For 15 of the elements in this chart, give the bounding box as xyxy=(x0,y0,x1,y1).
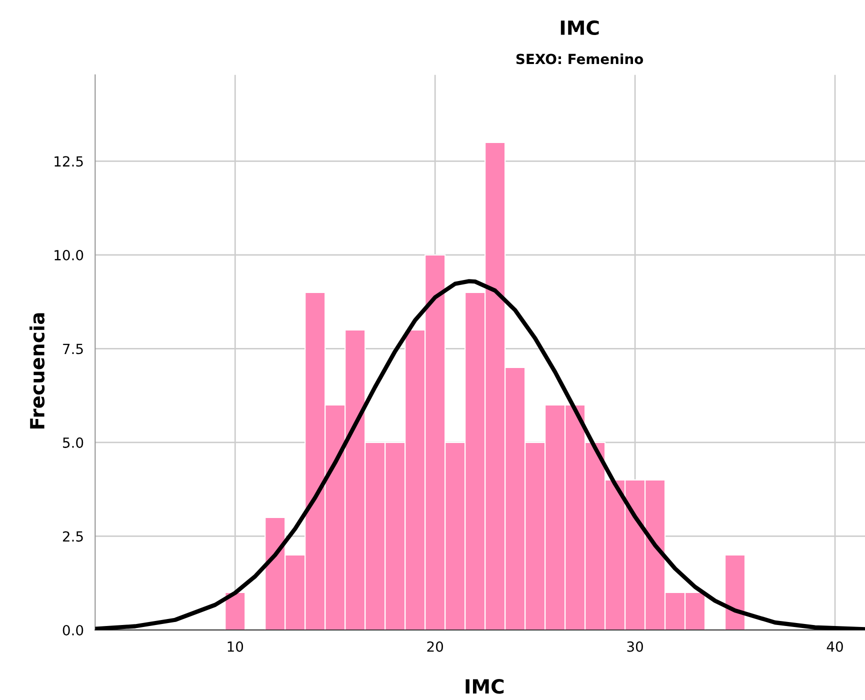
x-axis-title: IMC xyxy=(466,679,504,694)
y-axis-title: Frecuencia xyxy=(30,313,45,428)
y-tick-label: 0.0 xyxy=(62,624,84,636)
x-tick-label: 10 xyxy=(228,641,244,652)
y-tick-label: 2.5 xyxy=(62,531,83,542)
x-tick-label: 30 xyxy=(627,641,643,652)
y-tick-label: 7.5 xyxy=(63,344,83,354)
y-tick-label: 10.0 xyxy=(54,250,84,260)
x-tick-label: 40 xyxy=(826,641,843,652)
y-tick-label: 12.5 xyxy=(54,156,83,167)
line-series xyxy=(95,279,865,630)
chart-title: IMC xyxy=(560,20,599,36)
y-tick-label: 5.0 xyxy=(63,437,84,448)
x-tick-label: 20 xyxy=(427,641,443,652)
chart-subtitle: SEXO: Femenino xyxy=(516,53,644,64)
